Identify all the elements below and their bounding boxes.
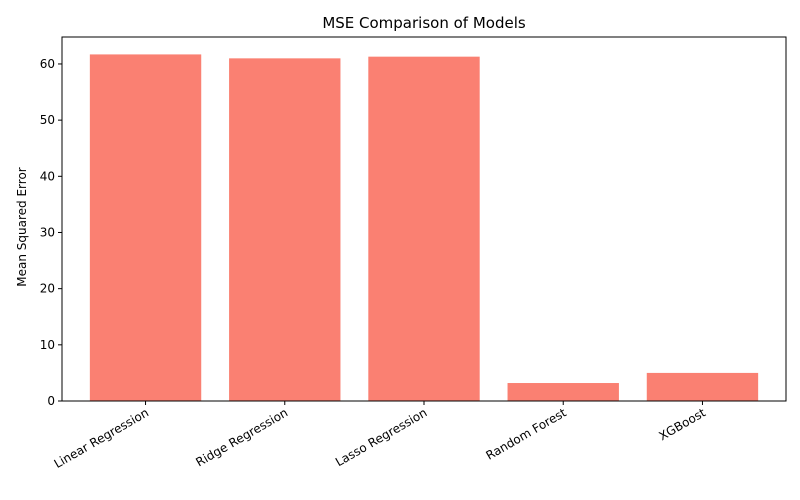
x-tick-label: Linear Regression bbox=[52, 405, 151, 470]
chart-title: MSE Comparison of Models bbox=[322, 14, 526, 32]
bar-ridge-regression bbox=[229, 58, 341, 402]
y-axis-label: Mean Squared Error bbox=[15, 167, 29, 287]
bars-group bbox=[89, 54, 759, 402]
bar-linear-regression bbox=[89, 54, 202, 402]
bar-lasso-regression bbox=[368, 56, 480, 401]
y-tick-label: 50 bbox=[40, 113, 55, 127]
bar-random-forest bbox=[507, 383, 619, 401]
x-tick-label: Random Forest bbox=[484, 405, 569, 462]
y-ticks-group: 0 10 20 30 40 50 60 bbox=[40, 57, 62, 408]
x-tick-label: Lasso Regression bbox=[333, 405, 429, 469]
y-tick-label: 30 bbox=[40, 225, 55, 239]
bar-xgboost bbox=[646, 372, 759, 401]
x-tick-label: XGBoost bbox=[656, 405, 708, 443]
x-ticks-group: Linear Regression Ridge Regression Lasso R… bbox=[52, 401, 708, 471]
y-tick-label: 10 bbox=[40, 338, 55, 352]
x-tick-label: Ridge Regression bbox=[193, 405, 290, 469]
y-tick-label: 60 bbox=[40, 57, 55, 71]
y-tick-label: 0 bbox=[47, 394, 55, 408]
y-tick-label: 40 bbox=[40, 169, 55, 183]
y-tick-label: 20 bbox=[40, 282, 55, 296]
plot-frame bbox=[61, 36, 787, 402]
